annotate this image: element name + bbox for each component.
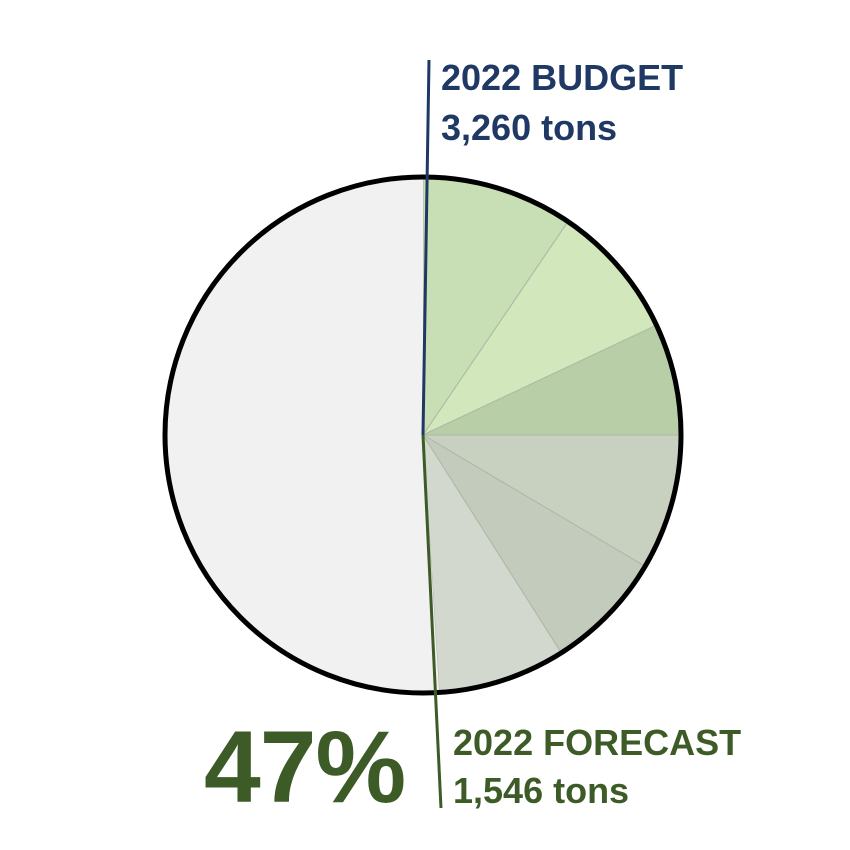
- percent-label: 47%: [204, 710, 406, 824]
- forecast-marker-line: [421, 434, 443, 809]
- forecast-title: 2022 FORECAST: [453, 722, 742, 763]
- pie-slices: [164, 176, 682, 694]
- pie-outline: [162, 174, 684, 696]
- forecast-value: 1,546 tons: [453, 770, 630, 811]
- budget-value: 3,260 tons: [441, 107, 618, 148]
- pie-slice-7: [164, 177, 440, 693]
- budget-title: 2022 BUDGET: [441, 57, 684, 98]
- budget-marker-line: [421, 59, 431, 436]
